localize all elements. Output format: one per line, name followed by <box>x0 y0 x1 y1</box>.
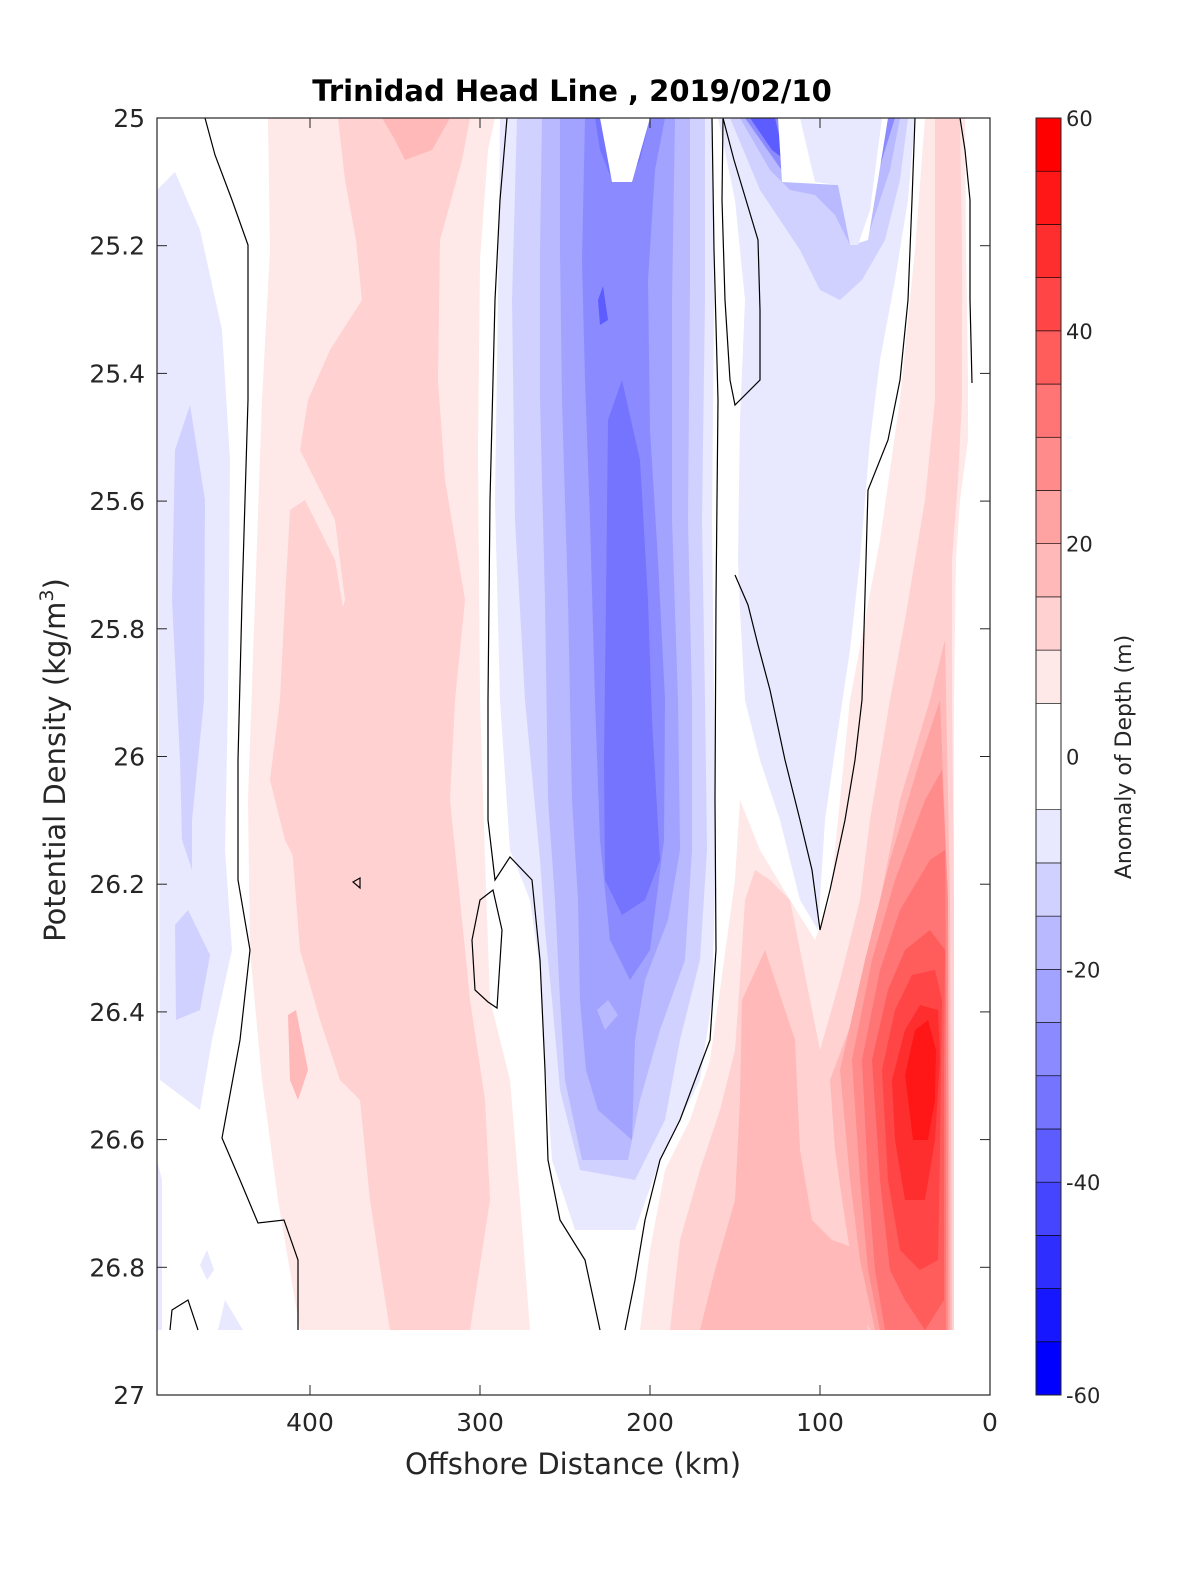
chart-title: Trinidad Head Line , 2019/02/10 <box>312 74 832 108</box>
colorbar-tick-label: 20 <box>1066 533 1093 557</box>
zero-contour-east <box>734 118 916 931</box>
colorbar-tick-label: 60 <box>1066 107 1093 131</box>
colorbar-band <box>1035 1181 1062 1236</box>
colorbar-band <box>1035 969 1062 1023</box>
anomaly-neg-west-inner <box>172 405 205 870</box>
colorbar-band <box>1035 490 1062 544</box>
y-tick-label: 26.6 <box>89 1126 145 1155</box>
colorbar-tick-label: -40 <box>1066 1171 1100 1195</box>
colorbar-band <box>1035 277 1062 332</box>
anomaly-pos-mid-inner <box>382 118 450 160</box>
x-tick-label: 300 <box>456 1408 504 1437</box>
y-tick-label: 26.4 <box>89 998 145 1027</box>
x-tick-label: 100 <box>796 1408 844 1437</box>
colorbar-band <box>1035 809 1062 864</box>
colorbar-tick-label: 40 <box>1066 320 1093 344</box>
y-tick-label: 25.4 <box>89 359 145 388</box>
colorbar-band <box>1035 1235 1062 1289</box>
x-tick-label: 400 <box>286 1408 334 1437</box>
y-axis: 25 25.2 25.4 25.6 25.8 26 26.2 26.4 26.6 26.8 27 <box>89 104 990 1410</box>
colorbar-band <box>1035 436 1062 491</box>
colorbar-band <box>1035 330 1062 385</box>
y-axis-label-main: Potential Density (kg/m <box>38 602 72 942</box>
anomaly-neg-sw-3 <box>218 1300 243 1330</box>
anomaly-pos-mid-west <box>270 500 345 870</box>
y-tick-label: 26.8 <box>89 1253 145 1282</box>
anomaly-neg-east-5 <box>750 118 785 160</box>
y-axis-label-sup: 3 <box>36 589 58 601</box>
colorbar <box>1035 117 1062 1396</box>
anomaly-neg-west-inner-2 <box>175 910 210 1020</box>
zero-contour-loop <box>471 888 503 1010</box>
colorbar-band <box>1035 649 1062 704</box>
zero-contour-east-loop <box>721 118 761 407</box>
anomaly-pos-mid <box>290 118 490 1330</box>
y-tick-label: 27 <box>113 1381 145 1410</box>
y-tick-label: 25.2 <box>89 232 145 261</box>
anomaly-neg-center-7 <box>598 286 608 325</box>
colorbar-ticks: 60 40 20 0 -20 -40 -60 <box>1066 107 1100 1408</box>
anomaly-neg-east-lobe <box>800 118 882 245</box>
colorbar-band <box>1035 1128 1062 1183</box>
colorbar-label: Anomaly of Depth (m) <box>1112 635 1137 879</box>
y-tick-label: 26.2 <box>89 870 145 899</box>
colorbar-band <box>1035 1341 1062 1396</box>
anomaly-neg-center-6b <box>604 380 660 915</box>
anomaly-neg-center-blob <box>597 1000 618 1030</box>
x-tick-label: 0 <box>982 1408 998 1437</box>
colorbar-band <box>1035 702 1062 811</box>
colorbar-band <box>1035 383 1062 438</box>
x-axis: 400 300 200 100 0 <box>286 118 998 1437</box>
colorbar-band <box>1035 1288 1062 1343</box>
colorbar-band <box>1035 1075 1062 1130</box>
colorbar-tick-label: -20 <box>1066 958 1100 982</box>
colorbar-tick-label: -60 <box>1066 1384 1100 1408</box>
x-tick-label: 200 <box>626 1408 674 1437</box>
zero-contours <box>169 118 973 1331</box>
y-tick-label: 25 <box>113 104 145 133</box>
anomaly-pos-mid-blob <box>288 1010 308 1100</box>
y-tick-label: 25.8 <box>89 615 145 644</box>
zero-contour-sw <box>169 1299 199 1331</box>
colorbar-band <box>1035 596 1062 651</box>
y-axis-label: Potential Density (kg/m3) <box>36 578 72 942</box>
zero-contour-mid-west <box>487 118 601 1331</box>
x-axis-label: Offshore Distance (km) <box>405 1447 741 1481</box>
colorbar-band <box>1035 915 1062 970</box>
zero-contour-small <box>351 876 361 890</box>
y-tick-label: 25.6 <box>89 487 145 516</box>
colorbar-band <box>1035 117 1062 172</box>
anomaly-neg-center-notch <box>600 118 650 182</box>
anomaly-neg-sw-2 <box>200 1250 214 1280</box>
y-tick-label: 26 <box>113 743 145 772</box>
zero-contour-mid-east <box>624 118 719 1331</box>
anomaly-neg-sw <box>157 1160 162 1330</box>
anomaly-pos-coast-3 <box>700 950 868 1330</box>
colorbar-band <box>1035 170 1062 225</box>
zero-contour-west <box>204 118 299 1330</box>
anomaly-field <box>157 118 973 1331</box>
anomaly-neg-east-1 <box>718 118 915 930</box>
y-axis-label-close: ) <box>38 578 72 589</box>
anomaly-pos-coast-11 <box>905 1020 936 1140</box>
zero-contour-coast <box>959 118 973 384</box>
colorbar-band <box>1035 543 1062 598</box>
colorbar-tick-label: 0 <box>1066 746 1079 770</box>
colorbar-band <box>1035 862 1062 917</box>
colorbar-frame <box>1035 117 1062 1396</box>
colorbar-band <box>1035 224 1062 278</box>
colorbar-band <box>1035 1022 1062 1077</box>
